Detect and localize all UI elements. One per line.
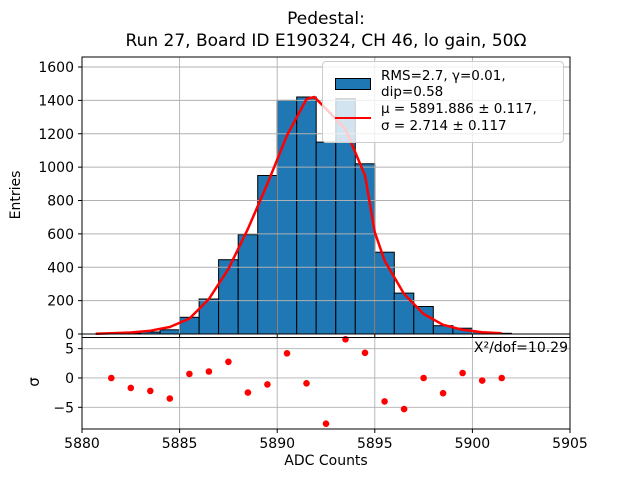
histogram-bar <box>296 96 317 335</box>
histogram-bar <box>237 234 259 335</box>
legend-fit-label: μ = 5891.886 ± 0.117, σ = 2.714 ± 0.117 <box>381 101 537 135</box>
legend-fit-entry: μ = 5891.886 ± 0.117, σ = 2.714 ± 0.117 <box>335 101 555 135</box>
legend-fit-label-line1: μ = 5891.886 ± 0.117, <box>381 101 537 117</box>
y-tick-label: 400 <box>47 260 74 276</box>
histogram-bar <box>315 141 337 335</box>
histogram-bar <box>354 163 376 335</box>
residual-point <box>127 384 135 392</box>
x-tick-label: 5880 <box>64 436 100 452</box>
legend-fit-line-sample <box>335 117 371 119</box>
residual-point <box>459 369 466 377</box>
residual-point <box>381 398 388 405</box>
residual-point <box>166 395 174 402</box>
residual-point <box>283 350 291 357</box>
residual-point <box>147 387 154 395</box>
plot-title-line2: Run 27, Board ID E190324, CH 46, lo gain… <box>125 31 527 51</box>
y-tick-label: 200 <box>47 294 74 310</box>
y-tick-label: 0 <box>65 371 74 387</box>
residual-point <box>361 349 369 357</box>
residual-point <box>186 370 193 378</box>
histogram-bar <box>159 329 181 335</box>
residual-point <box>264 381 271 388</box>
residual-point <box>478 377 486 384</box>
y-tick-label: 5 <box>65 342 74 358</box>
y-tick-label: 1000 <box>38 160 74 176</box>
residual-point <box>400 405 408 413</box>
residual-point <box>303 380 310 387</box>
legend-histogram-label: RMS=2.7, γ=0.01, dip=0.58 <box>381 68 506 100</box>
y-tick-label: 1600 <box>38 60 74 76</box>
gaussian-fit-curve <box>95 95 502 335</box>
residual-point <box>322 420 330 428</box>
y-tick-label: 1200 <box>38 127 74 143</box>
x-tick-label: 5905 <box>552 436 588 452</box>
residual-point <box>498 374 506 382</box>
legend: RMS=2.7, γ=0.01, dip=0.58 μ = 5891.886 ±… <box>322 61 564 143</box>
y-tick-label: 600 <box>47 227 74 243</box>
residual-point <box>225 358 232 366</box>
legend-fit-label-line2: σ = 2.714 ± 0.117 <box>381 118 507 134</box>
y-axis-label-entries: Entries <box>8 170 24 220</box>
x-tick-label: 5900 <box>455 436 491 452</box>
residual-point <box>108 374 115 382</box>
residual-point <box>439 389 447 397</box>
y-tick-label: 800 <box>47 194 74 210</box>
chi2-annotation: X²/dof=10.29 <box>473 340 568 356</box>
x-tick-label: 5895 <box>357 436 393 452</box>
residual-point <box>205 368 213 375</box>
histogram-bar <box>374 251 395 335</box>
y-tick-label: 0 <box>65 327 74 343</box>
x-tick-label: 5890 <box>259 436 295 452</box>
y-tick-label: 1400 <box>38 93 74 109</box>
histogram-bar <box>413 306 434 335</box>
x-axis-label: ADC Counts <box>284 453 368 469</box>
residual-axes-frame <box>81 337 571 430</box>
x-tick-label: 5885 <box>162 436 198 452</box>
plot-title-line1: Pedestal: <box>287 9 365 29</box>
main-axes-frame <box>81 56 571 335</box>
y-tick-label: −5 <box>53 400 74 416</box>
legend-histogram-entry: RMS=2.7, γ=0.01, dip=0.58 <box>335 68 555 100</box>
residual-point <box>244 389 252 396</box>
y-axis-label-sigma: σ <box>25 377 43 387</box>
residual-point <box>420 374 427 382</box>
legend-histogram-swatch <box>335 78 371 90</box>
plot-title: Pedestal: Run 27, Board ID E190324, CH 4… <box>82 8 570 52</box>
